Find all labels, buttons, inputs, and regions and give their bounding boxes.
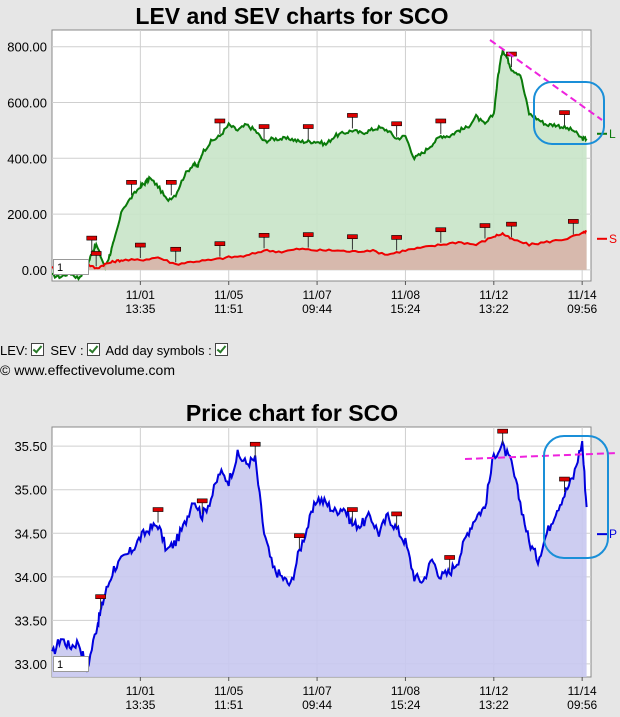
highlight-annotation (533, 81, 605, 145)
day-symbol (444, 555, 455, 560)
x-tick-label: 11/14 (568, 684, 597, 698)
x-tick-label: 11/08 (391, 288, 420, 302)
x-tick-label: 09:44 (302, 698, 332, 712)
highlight-annotation (543, 435, 609, 559)
day-symbol (347, 113, 358, 118)
x-tick-label: 13:22 (479, 698, 509, 712)
x-tick-label: 11/08 (391, 684, 420, 698)
lev-checkbox[interactable] (30, 343, 44, 356)
x-tick-label: 11:51 (214, 698, 243, 712)
day-symbol (497, 428, 508, 434)
copyright-text[interactable]: © www.effectivevolume.com (0, 362, 176, 378)
day-symbol (170, 246, 182, 252)
x-tick-label: 15:24 (390, 302, 420, 316)
day-symbol (249, 441, 261, 447)
y-tick-label: 33.50 (14, 613, 47, 628)
x-tick-label: 15:24 (390, 698, 420, 712)
day-symbol (86, 235, 98, 241)
sev-checkbox[interactable] (86, 343, 100, 356)
trend-line-annotation (489, 39, 603, 121)
x-tick-label: 11/01 (126, 288, 155, 302)
y-tick-label: 34.50 (14, 526, 47, 541)
day-symbol (391, 121, 402, 127)
y-tick-label: 600.00 (7, 96, 47, 111)
day-symbol (435, 227, 447, 233)
x-tick-label: 13:35 (125, 302, 155, 316)
day-symbol (391, 235, 402, 240)
day-symbol (258, 124, 270, 129)
series-line-S (51, 229, 587, 270)
day-symbol (391, 511, 402, 517)
x-tick-label: 09:56 (567, 698, 597, 712)
sev-label: SEV : (50, 343, 84, 358)
day-symbol (196, 498, 208, 504)
x-tick-label: 11/05 (214, 288, 243, 302)
x-tick-label: 11:51 (214, 302, 243, 316)
day-symbol (302, 232, 314, 237)
day-symbol (214, 118, 226, 124)
y-tick-label: 33.00 (14, 657, 47, 672)
y-tick-label: 400.00 (7, 151, 47, 166)
lev-sev-chart: LEV and SEV charts for SCO 0.00 200.00 400.… (7, 3, 617, 316)
page-number-box[interactable]: 1 (53, 656, 89, 672)
x-tick-label: 09:56 (567, 302, 597, 316)
x-tick-label: 13:35 (125, 698, 155, 712)
day-symbol (347, 234, 358, 240)
y-tick-label: 35.50 (14, 439, 47, 454)
lev-label: LEV: (0, 343, 28, 358)
page-number: 1 (57, 262, 64, 274)
series-area-L (52, 51, 587, 280)
day-symbol (568, 219, 579, 224)
y-tick-label: 0.00 (22, 263, 47, 278)
day-symbol (95, 594, 106, 599)
day-symbol (479, 223, 491, 228)
page-number-box[interactable]: 1 (53, 259, 89, 275)
day-symbol (152, 507, 164, 512)
series-line-P (51, 438, 588, 674)
series-area-P (52, 441, 587, 677)
price-chart: Price chart for SCO 33.00 33.50 34.00 34.50 3… (14, 400, 618, 712)
y-tick-label: 200.00 (7, 207, 47, 222)
day-symbols-label: Add day symbols : (105, 343, 212, 358)
y-tick-label: 800.00 (7, 40, 47, 55)
day-symbol (559, 476, 570, 482)
day-symbol (214, 241, 226, 246)
day-symbol (506, 221, 517, 227)
x-tick-label: 13:22 (479, 302, 509, 316)
chart-title: Price chart for SCO (186, 400, 398, 426)
x-tick-label: 11/12 (479, 684, 508, 698)
day-symbol (90, 251, 102, 256)
x-tick-label: 11/07 (303, 288, 332, 302)
x-tick-label: 09:44 (302, 302, 332, 316)
x-tick-label: 11/01 (126, 684, 155, 698)
legend-label: P (609, 527, 617, 541)
day-symbols-checkbox[interactable] (214, 343, 228, 356)
chart-title: LEV and SEV charts for SCO (135, 3, 448, 29)
y-tick-label: 35.00 (14, 483, 47, 498)
day-symbol (258, 233, 270, 238)
day-symbol (165, 180, 177, 185)
day-symbol (559, 110, 570, 115)
series-line-L (51, 49, 588, 281)
day-symbol (135, 242, 146, 248)
day-symbol (435, 118, 447, 124)
day-symbol (294, 533, 305, 538)
x-tick-label: 11/12 (479, 288, 508, 302)
chart-options-bar: LEV: SEV : Add day symbols : (0, 343, 231, 358)
page-number: 1 (57, 659, 64, 671)
legend-label: L (609, 127, 616, 141)
day-symbol (302, 124, 314, 129)
day-symbol (347, 507, 358, 512)
x-tick-label: 11/05 (214, 684, 243, 698)
legend-label: S (609, 232, 617, 246)
x-tick-label: 11/07 (303, 684, 332, 698)
day-symbol (126, 180, 137, 185)
x-tick-label: 11/14 (568, 288, 597, 302)
y-tick-label: 34.00 (14, 570, 47, 585)
trend-line-annotation (464, 452, 618, 460)
